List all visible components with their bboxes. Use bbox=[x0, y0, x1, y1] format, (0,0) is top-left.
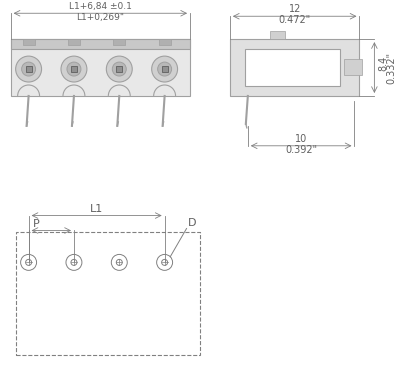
Bar bbox=[23, 39, 34, 45]
Text: L1+0,269": L1+0,269" bbox=[76, 13, 124, 22]
Bar bbox=[159, 39, 171, 45]
Text: L1: L1 bbox=[90, 203, 103, 214]
Circle shape bbox=[152, 56, 178, 82]
Circle shape bbox=[158, 62, 172, 76]
Bar bbox=[344, 59, 362, 75]
Bar bbox=[116, 66, 122, 72]
Text: 0.332": 0.332" bbox=[386, 51, 396, 84]
Text: 10: 10 bbox=[295, 134, 307, 144]
Bar bbox=[270, 31, 285, 39]
Text: P: P bbox=[33, 218, 40, 228]
Text: L1+6,84 ±0.1: L1+6,84 ±0.1 bbox=[69, 2, 132, 11]
Bar bbox=[26, 66, 32, 72]
Bar bbox=[162, 66, 168, 72]
Circle shape bbox=[106, 56, 132, 82]
Bar bbox=[11, 39, 190, 49]
Text: 0.472": 0.472" bbox=[278, 15, 311, 25]
Circle shape bbox=[67, 62, 81, 76]
Text: D: D bbox=[188, 218, 197, 228]
Circle shape bbox=[112, 62, 126, 76]
Text: 0.392": 0.392" bbox=[285, 145, 317, 155]
Bar bbox=[230, 39, 360, 96]
Bar bbox=[11, 39, 190, 96]
Bar bbox=[113, 39, 125, 45]
Bar bbox=[71, 66, 77, 72]
Bar bbox=[245, 49, 340, 86]
Bar bbox=[16, 232, 200, 355]
Circle shape bbox=[22, 62, 36, 76]
Circle shape bbox=[16, 56, 42, 82]
Bar bbox=[68, 39, 80, 45]
Text: 12: 12 bbox=[288, 4, 301, 14]
Circle shape bbox=[61, 56, 87, 82]
Text: 8.4: 8.4 bbox=[378, 56, 388, 71]
